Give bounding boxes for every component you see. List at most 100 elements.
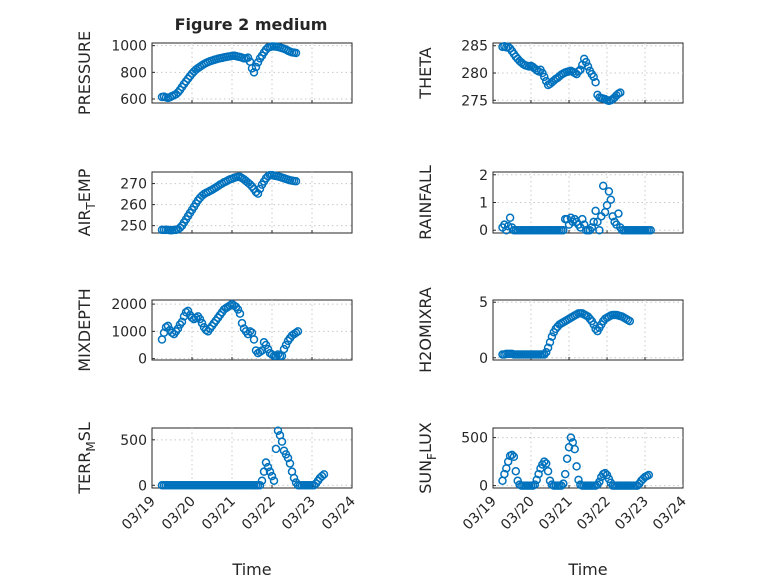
data-point xyxy=(543,466,553,476)
data-point xyxy=(602,201,612,210)
data-point xyxy=(566,433,576,442)
data-point xyxy=(511,466,521,476)
y-tick-label: 270 xyxy=(120,177,147,193)
data-point xyxy=(600,468,610,478)
y-tick-label: 500 xyxy=(120,433,147,449)
panel-pressure: 600 800 1000 PRESSURE xyxy=(75,31,353,115)
y-tick-label: 2 xyxy=(479,168,488,184)
data-point xyxy=(257,346,267,355)
data-point xyxy=(293,327,303,336)
axes-box xyxy=(151,42,353,104)
data-point xyxy=(574,67,583,76)
y-tick-label: 260 xyxy=(120,198,147,214)
data-point xyxy=(589,72,598,82)
series-markers xyxy=(498,42,625,106)
data-point xyxy=(547,332,557,341)
x-tick-label: 03/21 xyxy=(536,494,576,534)
series-markers xyxy=(157,170,301,235)
data-point xyxy=(566,213,576,222)
data-point xyxy=(265,467,275,476)
y-axis-label: PRESSURE xyxy=(75,31,94,115)
y-tick-label: 5 xyxy=(479,295,488,311)
data-point xyxy=(593,217,602,227)
data-point xyxy=(576,65,585,74)
series-markers xyxy=(498,309,635,359)
x-tick-label: 03/24 xyxy=(319,493,359,533)
data-point xyxy=(614,209,623,218)
data-point xyxy=(505,213,515,222)
data-point xyxy=(543,343,553,353)
y-tick-label: 280 xyxy=(461,66,488,82)
y-tick-label: 500 xyxy=(461,431,488,447)
data-point xyxy=(530,480,540,489)
data-point xyxy=(249,68,259,77)
data-point xyxy=(281,340,291,350)
x-tick-label: 03/23 xyxy=(612,494,652,534)
data-point xyxy=(317,471,327,481)
data-point xyxy=(591,324,600,334)
series-markers xyxy=(157,299,303,361)
data-point xyxy=(163,321,173,331)
data-point xyxy=(587,223,597,232)
x-tick-label: 03/24 xyxy=(650,493,690,533)
data-point xyxy=(253,189,263,198)
data-point xyxy=(267,471,277,481)
data-point xyxy=(595,477,604,487)
data-point xyxy=(197,318,207,328)
data-point xyxy=(646,225,655,235)
data-point xyxy=(173,88,183,97)
y-axis-label: H2OMIXRA xyxy=(416,287,435,373)
data-point xyxy=(507,450,517,460)
data-point xyxy=(247,64,257,73)
data-point xyxy=(541,347,551,357)
y-axis-label: SUNFLUX xyxy=(416,422,439,494)
panel-rainfall: 0 1 2 RAINFALL xyxy=(416,165,684,240)
data-point xyxy=(570,444,579,454)
x-axis-label: Time xyxy=(231,560,271,579)
data-point xyxy=(261,340,271,350)
data-point xyxy=(589,217,598,227)
y-tick-label: 0 xyxy=(479,351,488,367)
data-point xyxy=(283,453,293,463)
data-point xyxy=(500,220,509,229)
data-point xyxy=(509,452,519,462)
y-axis-label: RAINFALL xyxy=(416,165,435,240)
series-markers xyxy=(157,42,301,103)
data-point xyxy=(585,314,595,324)
axes-box xyxy=(492,299,684,361)
data-point xyxy=(540,72,549,82)
data-point xyxy=(598,181,608,191)
x-axis-label: Time xyxy=(567,560,607,579)
y-tick-label: 800 xyxy=(120,65,147,81)
y-tick-label: 0 xyxy=(138,478,147,494)
data-point xyxy=(583,62,593,71)
data-point xyxy=(541,459,551,468)
data-point xyxy=(503,221,513,231)
data-point xyxy=(291,177,301,186)
y-tick-label: 250 xyxy=(120,219,147,235)
series-markers xyxy=(498,433,654,490)
x-tick-label: 03/20 xyxy=(159,494,199,534)
data-point xyxy=(540,350,549,359)
data-point xyxy=(175,223,185,232)
data-point xyxy=(277,437,287,446)
panel-air-temp: 250 260 270 AIRTEMP xyxy=(75,168,353,236)
data-point xyxy=(263,344,273,354)
data-point xyxy=(572,462,581,471)
y-axis-label: THETA xyxy=(416,47,435,99)
data-point xyxy=(545,337,555,347)
y-tick-label: 600 xyxy=(120,92,147,108)
y-tick-label: 1000 xyxy=(111,324,147,340)
panel-mixdepth: 0 1000 2000 MIXDEPTH xyxy=(75,288,353,372)
y-tick-label: 0 xyxy=(138,352,147,368)
x-tick-label: 03/19 xyxy=(460,494,500,534)
data-point xyxy=(271,444,281,454)
panel-h2omixra: 0 5 H2OMIXRA xyxy=(416,287,684,373)
data-point xyxy=(595,225,604,235)
data-point xyxy=(560,469,570,479)
data-point xyxy=(177,317,187,327)
y-tick-label: 0 xyxy=(479,223,488,239)
data-point xyxy=(581,57,591,67)
panel-terr-msl: 03/19 03/20 03/21 03/22 03/23 03/24 0 500 TERRMS… xyxy=(75,422,359,579)
data-point xyxy=(255,481,265,490)
